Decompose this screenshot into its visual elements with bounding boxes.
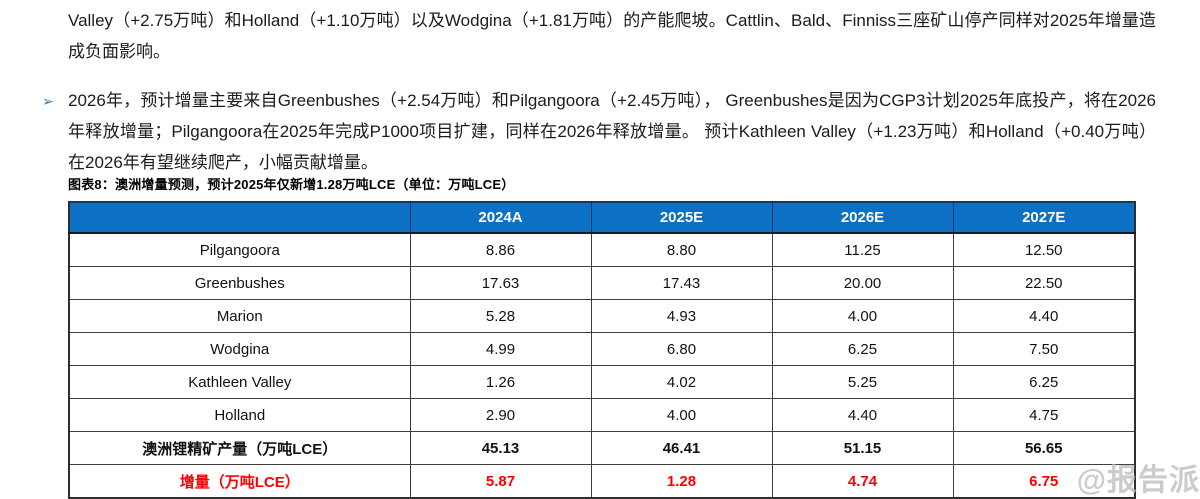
row-label-cell: 澳洲锂精矿产量（万吨LCE） [68,431,411,465]
value-cell: 2.90 [409,398,592,432]
table-row: Kathleen Valley 1.26 4.02 5.25 6.25 [68,365,1136,399]
value-cell: 8.86 [409,232,592,267]
value-cell: 17.43 [590,266,773,300]
value-cell: 4.93 [590,299,773,333]
value-cell: 6.80 [590,332,773,366]
table-row: 增量（万吨LCE） 5.87 1.28 4.74 6.75 [68,464,1136,499]
bullet-item: ➢ 2026年，预计增量主要来自Greenbushes（+2.54万吨）和Pil… [42,85,1156,178]
value-cell: 4.00 [771,299,954,333]
value-cell: 7.50 [952,332,1136,366]
paragraph-continuation: Valley（+2.75万吨）和Holland（+1.10万吨）以及Wodgin… [68,11,1156,61]
value-cell: 45.13 [409,431,592,465]
row-label-cell: Marion [68,299,411,333]
table-row: Marion 5.28 4.93 4.00 4.40 [68,299,1136,333]
row-label-cell: Kathleen Valley [68,365,411,399]
table-body: Pilgangoora 8.86 8.80 11.25 12.50 Greenbushes… [68,232,1136,499]
value-cell: 4.99 [409,332,592,366]
value-cell: 46.41 [590,431,773,465]
row-label-cell: Holland [68,398,411,432]
value-cell: 20.00 [771,266,954,300]
value-cell: 5.25 [771,365,954,399]
table-row: Wodgina 4.99 6.80 6.25 7.50 [68,332,1136,366]
value-cell: 4.74 [771,464,954,499]
value-cell: 1.26 [409,365,592,399]
value-cell: 51.15 [771,431,954,465]
header-cell-2027e: 2027E [952,201,1136,234]
header-cell-2025e: 2025E [590,201,773,234]
figure-caption: 图表8：澳洲增量预测，预计2025年仅新增1.28万吨LCE（单位：万吨LCE） [68,177,515,192]
value-cell: 56.65 [952,431,1136,465]
row-label-cell: Pilgangoora [68,232,411,267]
value-cell: 4.75 [952,398,1136,432]
watermark: @报告派 [1076,464,1200,497]
value-cell: 12.50 [952,232,1136,267]
table-header-row: 2024A 2025E 2026E 2027E [68,201,1136,234]
value-cell: 5.28 [409,299,592,333]
table-row: Pilgangoora 8.86 8.80 11.25 12.50 [68,232,1136,267]
header-cell-2024a: 2024A [409,201,592,234]
value-cell: 5.87 [409,464,592,499]
value-cell: 4.40 [952,299,1136,333]
header-cell-label [68,201,411,234]
value-cell: 1.28 [590,464,773,499]
value-cell: 4.40 [771,398,954,432]
bullet-arrow-icon: ➢ [42,93,54,109]
row-label-cell: Wodgina [68,332,411,366]
value-cell: 22.50 [952,266,1136,300]
header-cell-2026e: 2026E [771,201,954,234]
value-cell: 6.25 [952,365,1136,399]
row-label-cell: Greenbushes [68,266,411,300]
value-cell: 11.25 [771,232,954,267]
value-cell: 8.80 [590,232,773,267]
value-cell: 6.25 [771,332,954,366]
value-cell: 17.63 [409,266,592,300]
forecast-table-container: 2024A 2025E 2026E 2027E Pilgangoora 8.86 8… [68,201,1136,499]
row-label-cell: 增量（万吨LCE） [68,464,411,499]
value-cell: 4.02 [590,365,773,399]
bullet-paragraph: 2026年，预计增量主要来自Greenbushes（+2.54万吨）和Pilga… [68,91,1156,172]
table-row: Greenbushes 17.63 17.43 20.00 22.50 [68,266,1136,300]
forecast-table: 2024A 2025E 2026E 2027E Pilgangoora 8.86 8… [68,201,1136,499]
table-header: 2024A 2025E 2026E 2027E [68,201,1136,234]
value-cell: 4.00 [590,398,773,432]
table-row: Holland 2.90 4.00 4.40 4.75 [68,398,1136,432]
table-row: 澳洲锂精矿产量（万吨LCE） 45.13 46.41 51.15 56.65 [68,431,1136,465]
